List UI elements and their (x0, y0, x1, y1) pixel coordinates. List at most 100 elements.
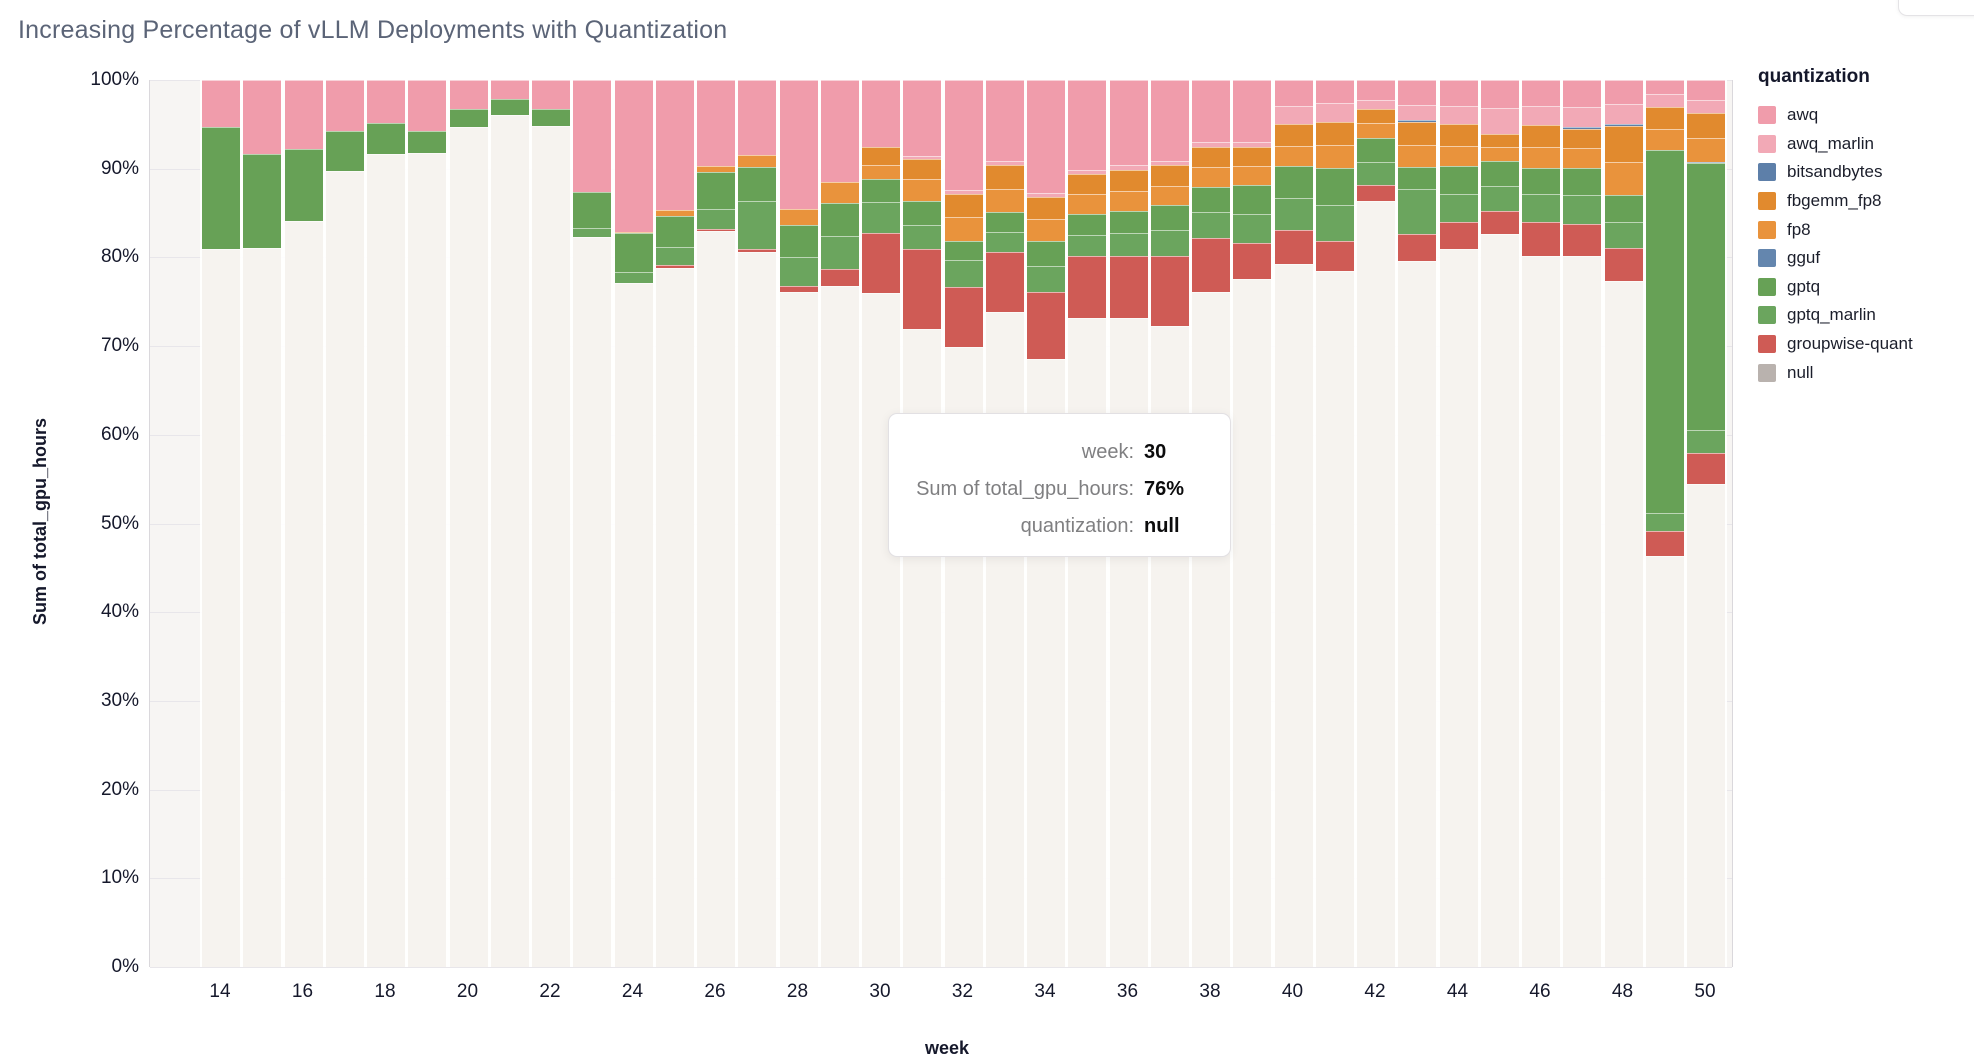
bar-segment-gptq_marlin[interactable] (985, 231, 1024, 252)
bar-segment-null[interactable] (573, 236, 612, 967)
bar-segment-awq[interactable] (449, 80, 488, 110)
bar-segment-fp8[interactable] (985, 189, 1024, 213)
bar-segment-null[interactable] (325, 171, 364, 967)
bar-segment-awq[interactable] (655, 80, 694, 211)
bar-week-14[interactable] (200, 80, 242, 967)
bar-segment-awq[interactable] (1274, 80, 1313, 106)
bar-segment-gptq_marlin[interactable] (1150, 229, 1189, 256)
bar-week-50[interactable] (1685, 80, 1727, 967)
bar-segment-fbgemm_fp8[interactable] (1150, 165, 1189, 186)
bar-segment-gptq[interactable] (862, 179, 900, 203)
bar-segment-gptq_marlin[interactable] (1522, 194, 1560, 222)
bar-segment-gptq[interactable] (985, 212, 1024, 232)
bar-segment-fp8[interactable] (1687, 137, 1725, 162)
bar-week-41[interactable] (1313, 80, 1356, 967)
bar-segment-null[interactable] (614, 283, 653, 967)
bar-segment-awq[interactable] (1522, 80, 1560, 106)
bar-week-25[interactable] (653, 80, 696, 967)
bar-segment-gptq_marlin[interactable] (1027, 266, 1065, 292)
bar-segment-gptq[interactable] (1068, 213, 1107, 236)
corner-card[interactable] (1898, 0, 1974, 16)
bar-segment-gptq[interactable] (202, 127, 240, 249)
bar-segment-fp8[interactable] (1522, 146, 1560, 168)
bar-segment-gptq_marlin[interactable] (1233, 213, 1272, 244)
bar-segment-null[interactable] (1439, 249, 1478, 967)
bar-segment-groupwise-quant[interactable] (738, 249, 777, 253)
bar-segment-awq_marlin[interactable] (1233, 142, 1272, 147)
bar-segment-awq[interactable] (367, 80, 405, 124)
bar-segment-awq_marlin[interactable] (1604, 103, 1643, 125)
bar-segment-fbgemm_fp8[interactable] (1315, 121, 1354, 145)
bar-segment-awq_marlin[interactable] (1274, 105, 1313, 125)
bar-segment-fbgemm_fp8[interactable] (903, 158, 942, 180)
bar-segment-gptq_marlin[interactable] (820, 236, 859, 269)
bar-segment-groupwise-quant[interactable] (1274, 229, 1313, 264)
bar-segment-groupwise-quant[interactable] (1233, 243, 1272, 279)
bar-segment-fbgemm_fp8[interactable] (944, 193, 983, 218)
bar-segment-gptq[interactable] (697, 172, 735, 210)
bar-segment-gptq_marlin[interactable] (1109, 233, 1148, 256)
bar-week-20[interactable] (447, 80, 490, 967)
bar-segment-gptq[interactable] (490, 98, 529, 116)
bar-segment-awq[interactable] (1233, 80, 1272, 143)
bar-segment-gptq[interactable] (738, 166, 777, 202)
bar-segment-awq[interactable] (1150, 80, 1189, 161)
bar-segment-groupwise-quant[interactable] (944, 286, 983, 347)
bar-segment-bitsandbytes[interactable] (1563, 126, 1602, 129)
bar-segment-gptq_marlin[interactable] (1398, 189, 1437, 235)
bar-segment-fp8[interactable] (1192, 166, 1230, 188)
bar-segment-fbgemm_fp8[interactable] (1027, 197, 1065, 220)
bar-segment-null[interactable] (655, 268, 694, 967)
bar-segment-fbgemm_fp8[interactable] (1439, 124, 1478, 146)
bar-segment-groupwise-quant[interactable] (1315, 241, 1354, 271)
bar-segment-null[interactable] (1687, 483, 1725, 967)
bar-segment-fp8[interactable] (1563, 148, 1602, 168)
bar-segment-awq[interactable] (820, 80, 859, 182)
bar-segment-fp8[interactable] (1274, 145, 1313, 167)
bar-segment-fp8[interactable] (862, 165, 900, 180)
bar-segment-bitsandbytes[interactable] (1604, 124, 1643, 127)
bar-segment-awq[interactable] (738, 80, 777, 156)
bar-segment-awq_marlin[interactable] (1687, 100, 1725, 113)
bar-segment-awq_marlin[interactable] (903, 156, 942, 159)
bar-segment-gptq_marlin[interactable] (1604, 221, 1643, 249)
bar-segment-gptq_marlin[interactable] (1315, 205, 1354, 242)
bar-segment-awq_marlin[interactable] (1315, 103, 1354, 122)
bar-week-18[interactable] (365, 80, 407, 967)
bar-segment-gptq[interactable] (944, 241, 983, 261)
bar-segment-groupwise-quant[interactable] (697, 228, 735, 231)
bar-segment-gptq[interactable] (1687, 163, 1725, 431)
bar-segment-awq_marlin[interactable] (1439, 105, 1478, 125)
bar-segment-awq[interactable] (284, 80, 323, 150)
bar-segment-groupwise-quant[interactable] (1398, 234, 1437, 261)
bar-segment-awq[interactable] (862, 80, 900, 148)
bar-segment-gptq[interactable] (1192, 187, 1230, 213)
bar-segment-awq[interactable] (1563, 80, 1602, 108)
bar-segment-gptq_marlin[interactable] (1645, 512, 1684, 531)
bar-segment-fbgemm_fp8[interactable] (1522, 125, 1560, 147)
bar-segment-groupwise-quant[interactable] (1687, 453, 1725, 484)
bar-week-29[interactable] (818, 80, 861, 967)
bar-segment-groupwise-quant[interactable] (903, 249, 942, 330)
bar-segment-groupwise-quant[interactable] (862, 232, 900, 293)
bar-segment-null[interactable] (1480, 234, 1519, 967)
bar-segment-fbgemm_fp8[interactable] (1274, 124, 1313, 146)
bar-segment-fp8[interactable] (1480, 147, 1519, 161)
bar-segment-null[interactable] (1315, 270, 1354, 967)
bar-segment-null[interactable] (697, 230, 735, 967)
bar-segment-awq[interactable] (1068, 80, 1107, 170)
bar-segment-gptq_marlin[interactable] (903, 224, 942, 250)
bar-segment-fp8[interactable] (1068, 194, 1107, 214)
bar-week-30[interactable] (860, 80, 902, 967)
bar-segment-fp8[interactable] (1150, 185, 1189, 206)
bar-segment-gptq[interactable] (1274, 166, 1313, 198)
bar-segment-null[interactable] (284, 221, 323, 967)
bar-segment-gptq[interactable] (532, 109, 570, 127)
bar-segment-gptq_marlin[interactable] (862, 202, 900, 233)
bar-segment-gptq_marlin[interactable] (697, 209, 735, 229)
bar-segment-awq_marlin[interactable] (1192, 142, 1230, 147)
bar-segment-fp8[interactable] (1109, 190, 1148, 212)
bar-segment-groupwise-quant[interactable] (985, 252, 1024, 313)
bar-segment-awq[interactable] (1480, 80, 1519, 109)
bar-week-42[interactable] (1355, 80, 1397, 967)
